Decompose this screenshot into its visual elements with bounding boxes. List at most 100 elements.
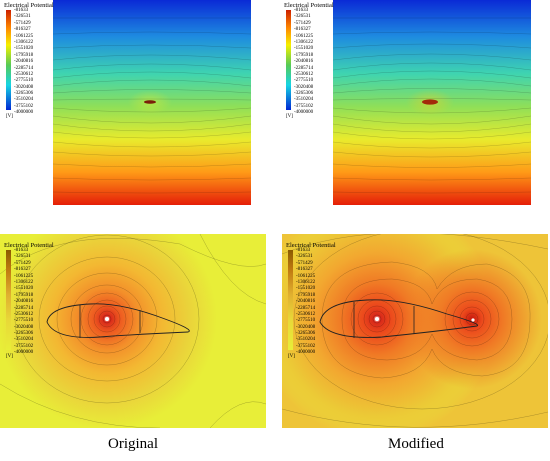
colorbar [288,250,293,350]
tick-label: -1551020 [14,286,34,292]
legend-title: Electrical Potential [4,242,54,249]
legend-title: Electrical Potential [286,242,336,249]
tick-label: -3265306 [14,91,34,97]
tick-label: -4000000 [294,110,314,116]
top-left-plot: Electrical Potential -81633 -326531 -571… [0,0,270,210]
tick-label: -1061225 [14,273,34,279]
legend-unit: [V] [288,354,295,359]
tick-label: -4000000 [296,350,316,356]
tick-label: -3755102 [294,103,314,109]
colorbar [6,10,11,110]
tick-label: -1795918 [296,292,316,298]
tick-label: -1306122 [296,279,316,285]
legend-title: Electrical Potential [284,2,334,9]
tick-label: -2530612 [14,311,34,317]
caption-original: Original [108,436,158,452]
bottom-left-plot: Electrical Potential -81633 -326531 -571… [0,234,266,428]
tick-label: -3755102 [296,343,316,349]
tick-label: -2285714 [296,305,316,311]
tick-label: -3265306 [14,331,34,337]
tick-label: -816327 [14,267,31,273]
legend-bottom-right: Electrical Potential -81633 -326531 -571… [286,242,346,362]
tick-label: -2775510 [294,78,314,84]
tick-label: -816327 [14,27,31,33]
legend-unit: [V] [6,354,13,359]
legend-unit: [V] [286,114,293,119]
tick-label: -1795918 [14,292,34,298]
legend-title: Electrical Potential [4,2,54,9]
tick-label: -81633 [14,248,29,253]
top-right-plot: Electrical Potential -81633 -326531 -571… [280,0,550,210]
tick-label: -816327 [296,267,313,273]
tick-label: -1306122 [294,39,314,45]
tick-label: -3755102 [14,343,34,349]
tick-label: -2285714 [14,305,34,311]
tick-label: -3510204 [14,97,34,103]
tick-label: -571429 [14,260,31,266]
tick-label: -2040816 [14,59,34,65]
tick-label: -4000000 [14,350,34,356]
tick-label: -1795918 [294,52,314,58]
tick-label: -326531 [14,14,31,20]
tick-label: -1306122 [14,39,34,45]
tick-label: -2285714 [294,65,314,71]
tick-label: -81633 [294,8,309,13]
tick-label: -81633 [296,248,311,253]
tick-label: -571429 [14,20,31,26]
tick-label: -571429 [294,20,311,26]
caption-modified: Modified [388,436,444,452]
tick-label: -326531 [14,254,31,260]
tick-label: -1061225 [296,273,316,279]
tick-label: -1551020 [294,46,314,52]
colorbar [286,10,291,110]
tick-label: -2775510 [14,78,34,84]
tick-label: -3265306 [296,331,316,337]
tick-label: -3020408 [296,324,316,330]
tick-label: -1061225 [14,33,34,39]
tick-label: -816327 [294,27,311,33]
blade-outline [46,303,190,338]
colorbar [6,250,11,350]
tick-label: -3510204 [294,97,314,103]
tick-label: -2285714 [14,65,34,71]
tick-label: -3510204 [14,337,34,343]
tick-label: -1551020 [14,46,34,52]
tick-label: -2530612 [294,71,314,77]
tick-label: -3755102 [14,103,34,109]
colorbar-ticks: -81633 -326531 -571429 -816327 -1061225 … [14,8,33,117]
tick-label: -2040816 [296,299,316,305]
tick-label: -3020408 [14,324,34,330]
top-right-field [332,0,532,205]
tick-label: -2530612 [14,71,34,77]
tick-label: -4000000 [14,110,34,116]
bottom-right-field [282,234,548,428]
legend-bottom-left: Electrical Potential -81633 -326531 -571… [4,242,64,362]
tick-label: -326531 [296,254,313,260]
blade-outline [319,299,479,338]
legend-top-left: Electrical Potential -81633 -326531 -571… [4,2,64,122]
colorbar-ticks: -81633 -326531 -571429 -816327 -1061225 … [294,8,313,117]
tick-label: -3020408 [294,84,314,90]
legend-top-right: Electrical Potential -81633 -326531 -571… [284,2,344,122]
colorbar-ticks: -81633 -326531 -571429 -816327 -1061225 … [296,248,315,357]
tick-label: -2040816 [294,59,314,65]
bottom-left-field [0,234,266,428]
tick-label: -3265306 [294,91,314,97]
tick-label: -1551020 [296,286,316,292]
tick-label: -3020408 [14,84,34,90]
legend-unit: [V] [6,114,13,119]
tick-label: -2775510 [296,318,316,324]
tick-label: -571429 [296,260,313,266]
tick-label: -81633 [14,8,29,13]
tick-label: -2040816 [14,299,34,305]
tick-label: -3510204 [296,337,316,343]
tick-label: -2775510 [14,318,34,324]
tick-label: -2530612 [296,311,316,317]
tick-label: -1306122 [14,279,34,285]
tick-label: -1061225 [294,33,314,39]
tick-label: -326531 [294,14,311,20]
top-left-field [52,0,252,205]
tick-label: -1795918 [14,52,34,58]
bottom-right-plot: Electrical Potential -81633 -326531 -571… [282,234,548,428]
colorbar-ticks: -81633 -326531 -571429 -816327 -1061225 … [14,248,33,357]
